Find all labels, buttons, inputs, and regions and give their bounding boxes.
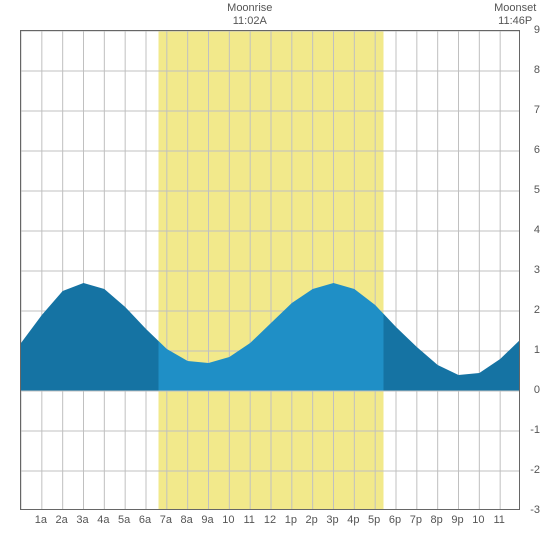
- y-tick: -3: [530, 504, 540, 516]
- x-tick: 9a: [201, 514, 213, 526]
- x-tick: 4p: [347, 514, 359, 526]
- y-tick: -2: [530, 464, 540, 476]
- x-tick: 10: [472, 514, 484, 526]
- x-tick: 5p: [368, 514, 380, 526]
- y-tick: 9: [534, 24, 540, 36]
- x-tick: 8a: [181, 514, 193, 526]
- x-tick: 3p: [326, 514, 338, 526]
- x-tick: 11: [493, 514, 504, 526]
- y-axis: -3-2-10123456789: [520, 30, 540, 510]
- x-tick: 10: [222, 514, 234, 526]
- moonrise-title: Moonrise: [227, 2, 272, 14]
- x-tick: 9p: [451, 514, 463, 526]
- x-tick: 11: [243, 514, 254, 526]
- y-tick: 6: [534, 144, 540, 156]
- x-tick: 6p: [389, 514, 401, 526]
- y-tick: 7: [534, 104, 540, 116]
- x-axis: 1a 2a 3a 4a 5a 6a 7a 8a 9a 10 11 12 1p 2p 3p 4p 5p 6p 7p 8p…: [20, 514, 520, 532]
- x-tick: 7a: [160, 514, 172, 526]
- x-tick: 1a: [35, 514, 47, 526]
- y-tick: -1: [530, 424, 540, 436]
- moonrise-label: Moonrise 11:02A: [220, 2, 280, 28]
- x-tick: 7p: [410, 514, 422, 526]
- tide-chart: [20, 30, 520, 510]
- x-tick: 2p: [306, 514, 318, 526]
- moonrise-time: 11:02A: [220, 15, 280, 28]
- x-tick: 12: [264, 514, 276, 526]
- y-tick: 3: [534, 264, 540, 276]
- y-tick: 0: [534, 384, 540, 396]
- x-tick: 6a: [139, 514, 151, 526]
- x-tick: 3a: [76, 514, 88, 526]
- x-tick: 5a: [118, 514, 130, 526]
- y-tick: 5: [534, 184, 540, 196]
- x-tick: 2a: [56, 514, 68, 526]
- y-tick: 4: [534, 224, 540, 236]
- y-tick: 1: [534, 344, 540, 356]
- x-tick: 8p: [431, 514, 443, 526]
- y-tick: 2: [534, 304, 540, 316]
- header-labels: Moonrise 11:02A Moonset 11:46P: [0, 2, 550, 30]
- moonset-title: Moonset: [494, 2, 536, 14]
- chart-svg: [21, 31, 520, 510]
- x-tick: 1p: [285, 514, 297, 526]
- y-tick: 8: [534, 64, 540, 76]
- x-tick: 4a: [97, 514, 109, 526]
